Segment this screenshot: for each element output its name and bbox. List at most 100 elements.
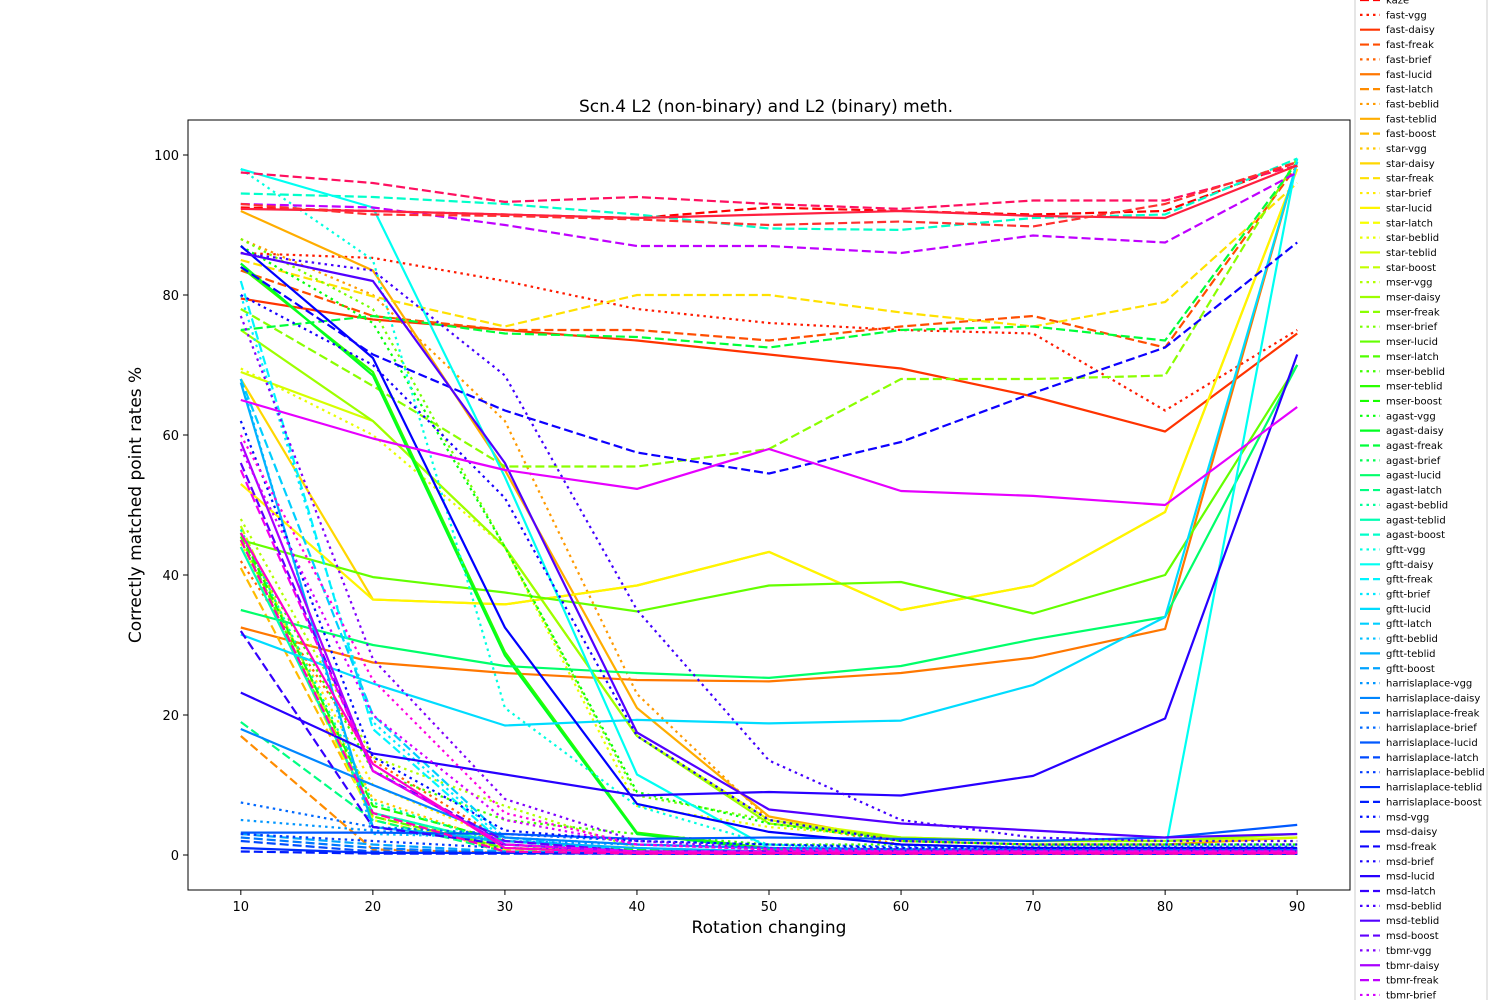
legend-item-star-daisy: star-daisy — [1360, 159, 1435, 170]
series-line-msd-freak — [240, 241, 1298, 475]
y-tick-label: 0 — [171, 849, 179, 864]
legend-label: mser-vgg — [1386, 278, 1433, 289]
series-line-fast-daisy — [240, 297, 1298, 433]
legend-label: fast-brief — [1386, 55, 1432, 66]
y-axis-label: Correctly matched point rates % — [126, 367, 146, 643]
legend-item-tbmr-vgg: tbmr-vgg — [1360, 946, 1431, 957]
legend-item-gftt-freak: gftt-freak — [1360, 575, 1433, 586]
series-line-sift-freak — [240, 160, 1298, 228]
legend-label: msd-boost — [1386, 931, 1439, 942]
legend-item-agast-daisy: agast-daisy — [1360, 426, 1444, 437]
legend-item-msd-brief: msd-brief — [1360, 857, 1434, 868]
legend-item-agast-brief: agast-brief — [1360, 456, 1441, 467]
legend-item-agast-vgg: agast-vgg — [1360, 411, 1436, 422]
legend-label: gftt-teblid — [1386, 649, 1435, 660]
series-line-fast-vgg — [240, 251, 1298, 412]
series-line-agast-vgg — [240, 245, 1298, 846]
legend-item-harrislaplace-lucid: harrislaplace-lucid — [1360, 738, 1478, 749]
legend-frame — [1354, 0, 1488, 1000]
legend-item-star-latch: star-latch — [1360, 218, 1433, 229]
y-tick-label: 60 — [162, 429, 179, 444]
legend-item-fast-boost: fast-boost — [1360, 129, 1436, 140]
legend-label: harrislaplace-vgg — [1386, 679, 1472, 690]
legend-label: gftt-lucid — [1386, 604, 1431, 615]
series-line-tbmr-freak — [240, 171, 1298, 255]
x-axis-label: Rotation changing — [692, 918, 847, 938]
y-axis: 0 20 40 60 80 100 — [154, 149, 188, 864]
series-line-mser-vgg — [239, 518, 1298, 853]
legend-label: msd-beblid — [1386, 901, 1442, 912]
legend-label: msd-vgg — [1386, 812, 1429, 823]
legend-label: mser-daisy — [1386, 293, 1441, 304]
legend-item-mser-brief: mser-brief — [1360, 322, 1438, 333]
series-line-msd-latch — [239, 630, 1298, 853]
legend-item-gftt-latch: gftt-latch — [1360, 619, 1432, 630]
legend-label: tbmr-daisy — [1386, 961, 1440, 972]
x-tick-label: 90 — [1289, 900, 1306, 915]
series-line-agast-lucid — [240, 364, 1299, 680]
legend-label: fast-latch — [1386, 85, 1433, 96]
legend-label: agast-freak — [1386, 441, 1443, 452]
x-tick-label: 50 — [761, 900, 778, 915]
legend-label: msd-latch — [1386, 887, 1436, 898]
series-line-gftt-freak — [239, 280, 1298, 855]
legend-item-tbmr-daisy: tbmr-daisy — [1360, 961, 1440, 972]
series-line-agast-freak — [240, 161, 1299, 349]
legend-label: tbmr-vgg — [1386, 946, 1431, 957]
legend-item-tbmr-freak: tbmr-freak — [1360, 976, 1439, 987]
x-tick-label: 70 — [1025, 900, 1042, 915]
legend-item-harrislaplace-boost: harrislaplace-boost — [1360, 797, 1482, 808]
legend-label: harrislaplace-lucid — [1386, 738, 1478, 749]
legend-item-mser-vgg: mser-vgg — [1360, 278, 1433, 289]
legend-label: harrislaplace-brief — [1386, 723, 1477, 734]
legend-label: harrislaplace-daisy — [1386, 693, 1480, 704]
series-line-msd-teblid — [240, 251, 1298, 839]
legend-label: mser-teblid — [1386, 382, 1443, 393]
legend-label: fast-teblid — [1386, 114, 1437, 125]
series-line-gftt-lucid — [240, 161, 1299, 727]
legend-item-agast-boost: agast-boost — [1360, 530, 1445, 541]
legend-item-tbmr-brief: tbmr-brief — [1360, 990, 1436, 1000]
legend-label: tbmr-freak — [1386, 976, 1439, 987]
legend-label: agast-beblid — [1386, 500, 1448, 511]
series-line-mser-beblid — [239, 532, 1298, 850]
legend-item-harrislaplace-vgg: harrislaplace-vgg — [1360, 679, 1472, 690]
series-line-mser-freak — [240, 157, 1299, 468]
legend-label: star-lucid — [1386, 203, 1432, 214]
plot-frame — [187, 119, 1351, 891]
legend-label: star-freak — [1386, 174, 1434, 185]
legend-label: gftt-daisy — [1386, 560, 1434, 571]
legend-label: star-boost — [1386, 263, 1436, 274]
legend-item-mser-teblid: mser-teblid — [1360, 382, 1443, 393]
legend-label: harrislaplace-beblid — [1386, 768, 1485, 779]
legend-label: star-vgg — [1386, 144, 1427, 155]
legend-label: fast-lucid — [1386, 70, 1432, 81]
legend-item-agast-freak: agast-freak — [1360, 441, 1443, 452]
series-line-fast-lucid — [240, 161, 1299, 683]
legend-item-mser-lucid: mser-lucid — [1360, 337, 1438, 348]
legend-label: msd-lucid — [1386, 872, 1435, 883]
legend-item-agast-lucid: agast-lucid — [1360, 471, 1441, 482]
legend-item-star-lucid: star-lucid — [1360, 203, 1432, 214]
series-line-star-brief — [239, 542, 1298, 853]
legend-item-harrislaplace-freak: harrislaplace-freak — [1360, 708, 1480, 719]
legend-item-star-vgg: star-vgg — [1360, 144, 1427, 155]
legend-label: mser-boost — [1386, 396, 1442, 407]
legend-label: agast-boost — [1386, 530, 1445, 541]
legend: kaze fast-vgg fast-daisy fast-freak fast-bri… — [1354, 0, 1488, 1000]
legend-item-gftt-boost: gftt-boost — [1360, 664, 1435, 675]
legend-label: agast-lucid — [1386, 471, 1441, 482]
legend-label: star-daisy — [1386, 159, 1435, 170]
series-line-agast-brief — [239, 539, 1298, 853]
legend-item-mser-daisy: mser-daisy — [1360, 293, 1441, 304]
legend-item-msd-latch: msd-latch — [1360, 887, 1436, 898]
series-line-star-lucid — [240, 168, 1299, 612]
series-line-harrislaplace-daisy — [240, 727, 1298, 851]
legend-item-gftt-daisy: gftt-daisy — [1360, 560, 1434, 571]
series-line-fast-freak — [240, 164, 1299, 349]
legend-item-harrislaplace-beblid: harrislaplace-beblid — [1360, 768, 1485, 779]
legend-label: gftt-beblid — [1386, 634, 1438, 645]
series-line-star-boost — [239, 525, 1298, 855]
legend-item-fast-latch: fast-latch — [1360, 85, 1433, 96]
